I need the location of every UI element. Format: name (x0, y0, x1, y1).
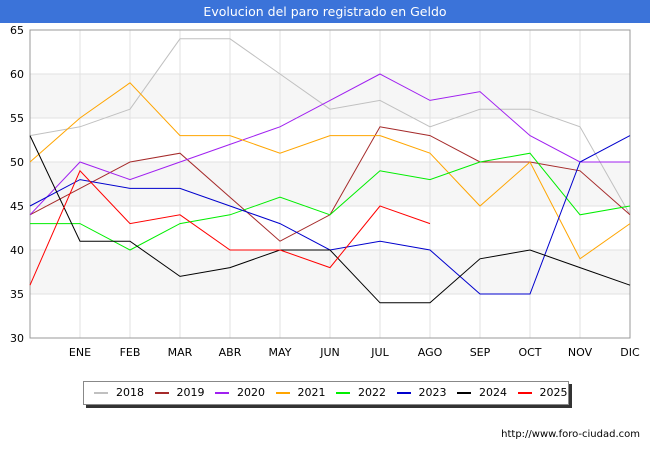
x-tick-label: JUN (319, 346, 340, 359)
x-tick-label: DIC (620, 346, 640, 359)
legend-label: 2018 (116, 386, 144, 399)
legend-label: 2025 (539, 386, 568, 399)
y-tick-label: 30 (10, 332, 24, 345)
series-line-2025 (29, 169, 431, 286)
legend-item-2022: 2022 (336, 382, 397, 404)
legend-label: 2021 (297, 386, 326, 399)
x-tick-label: ENE (69, 346, 91, 359)
x-tick-label: ABR (219, 346, 242, 359)
legend-label: 2022 (358, 386, 386, 399)
legend-swatch (517, 392, 532, 394)
x-tick-label: NOV (568, 346, 593, 359)
series-line-2021 (29, 82, 631, 260)
x-tick-label: MAR (168, 346, 193, 359)
y-tick-label: 65 (10, 24, 24, 37)
x-tick-label: JUL (370, 346, 389, 359)
legend-item-2018: 2018 (94, 382, 155, 404)
y-tick-label: 60 (10, 68, 24, 81)
chart-title: Evolucion del paro registrado en Geldo (0, 0, 650, 23)
series-line-2024 (29, 135, 631, 304)
legend-item-2021: 2021 (275, 382, 337, 404)
series-line-2022 (30, 152, 631, 251)
legend-swatch (94, 392, 108, 394)
y-tick-label: 45 (10, 200, 24, 213)
legend-item-2024: 2024 (457, 382, 518, 404)
legend-item-2020: 2020 (215, 382, 276, 404)
chart-legend: 2018 2019 2020 2021 2022 2023 2024 2025 (83, 381, 569, 405)
x-tick-label: MAY (269, 346, 292, 359)
legend-swatch (215, 392, 229, 394)
legend-swatch (336, 392, 350, 394)
legend-label: 2020 (237, 386, 265, 399)
legend-item-2019: 2019 (154, 382, 216, 404)
x-tick-label: AGO (418, 346, 443, 359)
legend-label: 2023 (418, 386, 447, 399)
source-link[interactable]: http://www.foro-ciudad.com (501, 429, 640, 440)
x-tick-label: SEP (470, 346, 491, 359)
legend-label: 2019 (176, 386, 205, 399)
plot-frame (29, 29, 631, 339)
x-tick-label: FEB (120, 346, 141, 359)
legend-swatch (275, 392, 290, 394)
legend-label: 2024 (479, 386, 507, 399)
legend-swatch (457, 392, 471, 394)
legend-swatch (154, 392, 169, 394)
y-tick-label: 35 (10, 288, 24, 301)
series-line-2018 (29, 38, 631, 216)
series-line-2020 (29, 73, 630, 216)
y-tick-label: 40 (10, 244, 24, 257)
legend-item-2025: 2025 (517, 382, 579, 404)
legend-item-2023: 2023 (396, 382, 458, 404)
y-tick-label: 50 (10, 156, 24, 169)
x-tick-label: OCT (518, 346, 541, 359)
y-tick-label: 55 (10, 112, 24, 125)
legend-swatch (396, 392, 411, 394)
